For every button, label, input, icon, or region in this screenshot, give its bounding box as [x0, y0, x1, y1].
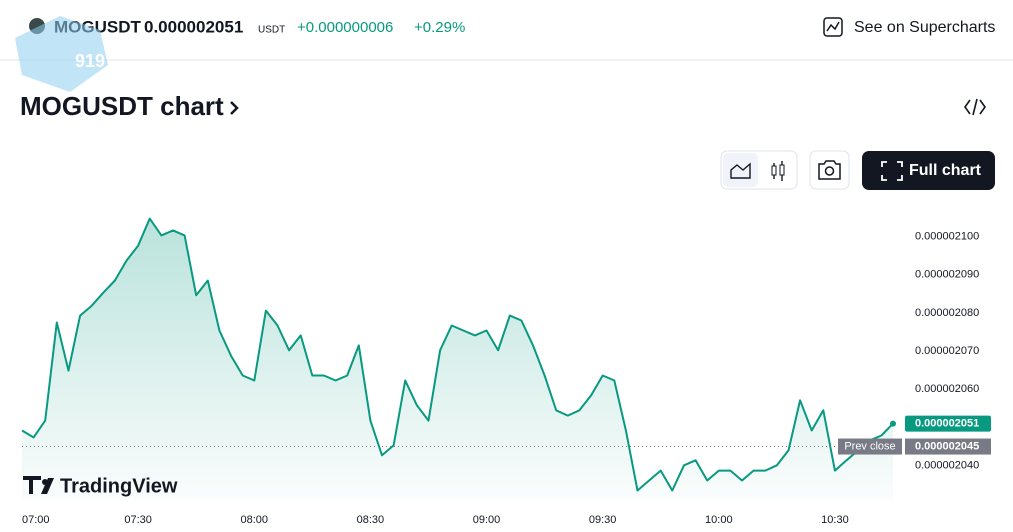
x-tick-label: 09:00	[473, 514, 501, 526]
change: +0.000000006	[297, 19, 393, 36]
full-chart-button[interactable]	[862, 151, 995, 190]
embed-button[interactable]	[964, 98, 986, 116]
y-tick-label: 0.000002080	[915, 307, 979, 319]
title-chevron	[230, 101, 239, 115]
watermark-text: 919	[75, 51, 105, 71]
candle-icon	[771, 165, 777, 176]
plot: 0.000002100 0.000002090 0.000002080 0.00000…	[21, 217, 991, 526]
x-tick-label: 08:00	[241, 514, 269, 526]
x-tick-label: 10:00	[705, 514, 733, 526]
watermark: 919	[15, 16, 108, 92]
y-tick-label: 0.000002040	[915, 460, 979, 472]
chart-title[interactable]: MOGUSDT chart	[20, 91, 224, 121]
y-tick-label: 0.000002060	[915, 383, 979, 395]
prev-close-value: 0.000002045	[915, 440, 979, 452]
prev-close-badge	[905, 438, 991, 455]
brand-logo	[23, 476, 41, 494]
area	[22, 218, 893, 500]
supercharts-icon-line	[826, 21, 840, 32]
last-price-badge	[905, 415, 991, 432]
line-type-icon	[730, 162, 751, 179]
y-tick-label: 0.000002100	[915, 230, 979, 242]
line-type-button[interactable]	[723, 153, 758, 187]
x-tick-label: 07:00	[22, 514, 50, 526]
prev-close-tag	[838, 438, 902, 455]
last-price-label: 0.000002051	[915, 418, 979, 430]
last-point	[890, 420, 896, 427]
unit: USDT	[258, 25, 285, 36]
y-tick-label: 0.000002090	[915, 269, 979, 281]
full-chart-icon	[881, 161, 903, 181]
brand-logo-shape	[41, 478, 54, 494]
change-pct: +0.29%	[414, 19, 465, 36]
x-tick-label: 09:30	[589, 514, 617, 526]
y-tick-label: 0.000002070	[915, 345, 979, 357]
snapshot-button[interactable]	[809, 150, 850, 190]
candle-icon	[779, 164, 785, 176]
brand: TradingView	[60, 475, 178, 497]
x-tick-label: 08:30	[357, 514, 385, 526]
supercharts-icon[interactable]	[823, 17, 843, 37]
camera-icon	[818, 160, 841, 180]
camera-lens	[824, 166, 835, 176]
supercharts-link[interactable]: See on Supercharts	[854, 19, 995, 36]
full-chart-label: Full chart	[909, 162, 982, 179]
prev-close-label: Prev close	[844, 440, 895, 452]
watermark-shape	[15, 16, 108, 92]
x-tick-label: 07:30	[124, 514, 152, 526]
price: 0.000002051	[144, 17, 243, 36]
price-line	[21, 217, 894, 492]
x-tick-label: 10:30	[821, 514, 849, 526]
